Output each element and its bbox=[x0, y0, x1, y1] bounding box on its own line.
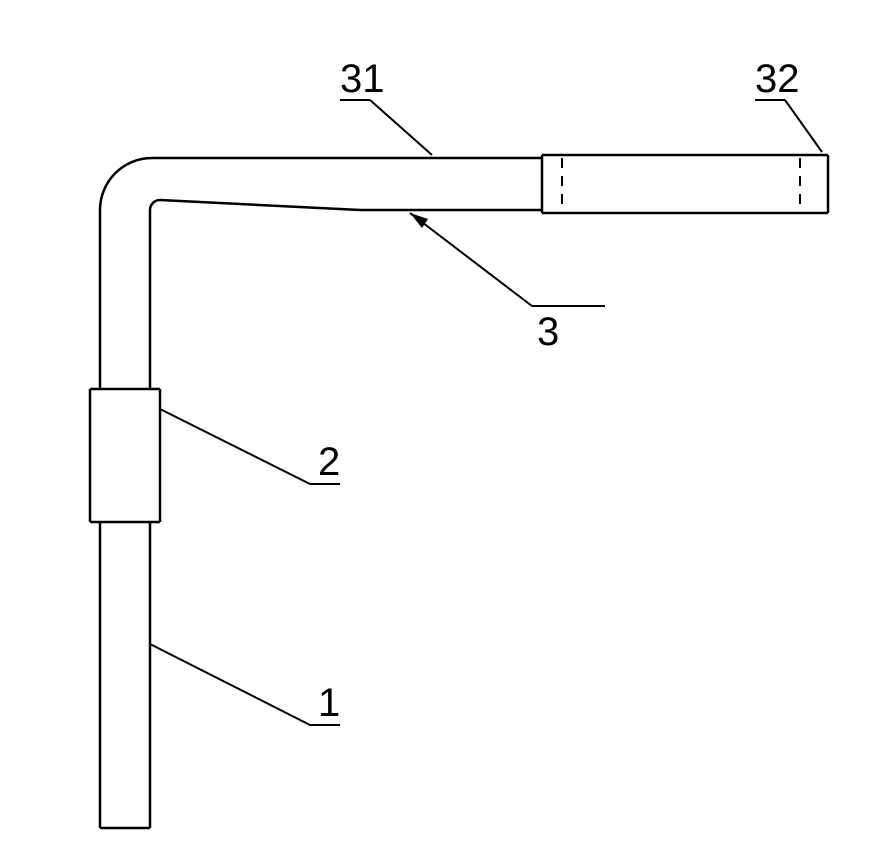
label-1: 1 bbox=[318, 681, 340, 725]
part-2-sleeve bbox=[90, 389, 160, 522]
label-3: 3 bbox=[537, 310, 559, 354]
label-1-leader bbox=[150, 644, 340, 725]
label-31: 31 bbox=[340, 57, 385, 101]
part-3-bend bbox=[100, 158, 160, 210]
technical-diagram: 1 2 3 31 32 bbox=[0, 0, 874, 868]
label-32: 32 bbox=[755, 57, 800, 101]
part-31-arm-inner bbox=[152, 158, 542, 210]
label-31-leader bbox=[340, 100, 432, 155]
label-3-leader bbox=[410, 213, 605, 306]
label-2-leader bbox=[160, 409, 340, 484]
part-1-base bbox=[100, 522, 150, 828]
part-32-arm-outer bbox=[542, 155, 828, 213]
label-32-leader bbox=[755, 100, 822, 152]
part-3-vertical bbox=[100, 210, 150, 389]
label-2: 2 bbox=[318, 440, 340, 484]
